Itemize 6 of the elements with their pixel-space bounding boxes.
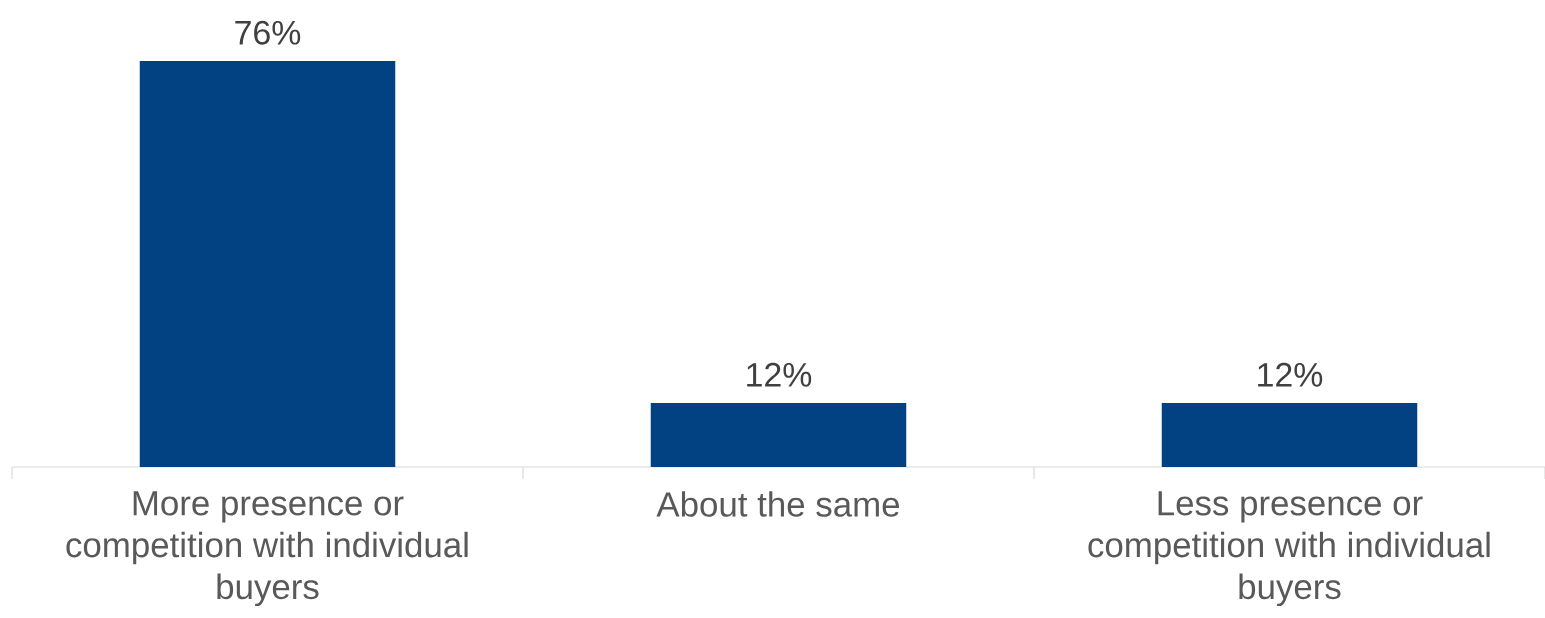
data-label: 76% (235, 20, 301, 45)
x-tick-label: Less presence or competition with individual buyers (1088, 491, 1490, 607)
data-label: 12% (747, 362, 812, 387)
x-tick-label: About the same (656, 491, 900, 517)
x-tick-label: More presence or competition with individual buyers (66, 491, 468, 607)
data-label: 12% (1258, 362, 1323, 387)
